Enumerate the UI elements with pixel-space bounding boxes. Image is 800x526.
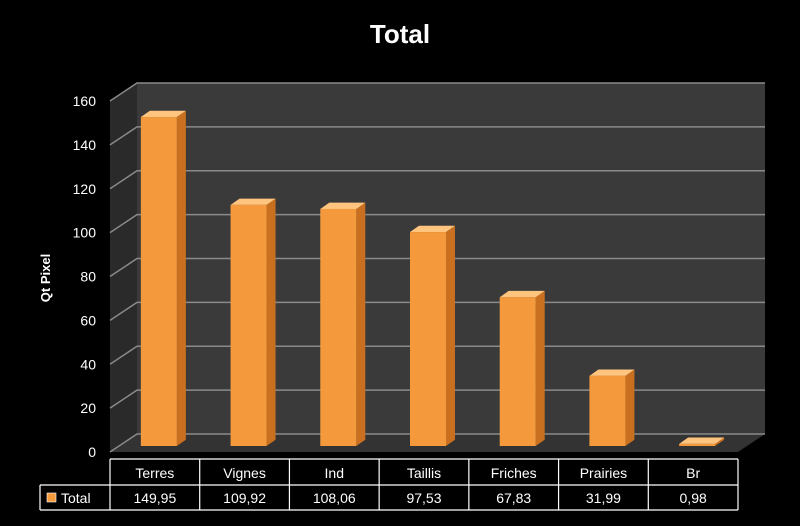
bar-front bbox=[410, 232, 446, 446]
data-label: 31,99 bbox=[586, 490, 621, 506]
bar-br bbox=[679, 437, 725, 446]
bar-vignes bbox=[230, 198, 276, 446]
category-label: Prairies bbox=[580, 465, 627, 481]
bar-top bbox=[410, 225, 455, 233]
data-table: Terres 149,95 Vignes 109,92 Ind 108,06 Taillis… bbox=[39, 458, 739, 511]
y-tick-label: 140 bbox=[73, 137, 97, 153]
series-name: Total bbox=[61, 490, 91, 506]
bar-top bbox=[320, 202, 366, 209]
y-axis-label: Qt Pixel bbox=[38, 254, 53, 302]
category-label: Terres bbox=[135, 465, 174, 481]
legend-key bbox=[46, 492, 57, 503]
bar-side bbox=[535, 290, 545, 446]
y-tick-label: 0 bbox=[88, 444, 96, 460]
y-axis-ticks: 0 20 40 60 80 100 120 140 160 bbox=[73, 93, 97, 460]
bar-front bbox=[140, 117, 177, 447]
gridline bbox=[109, 213, 765, 234]
bar-prairies bbox=[589, 369, 635, 446]
bar-side bbox=[625, 369, 635, 446]
bar-front bbox=[320, 208, 357, 446]
gridline bbox=[109, 345, 765, 365]
data-label: 67,83 bbox=[496, 490, 531, 506]
bar-side bbox=[266, 198, 276, 446]
y-tick-label: 120 bbox=[73, 181, 97, 197]
bar-side bbox=[176, 110, 186, 446]
y-tick-label: 100 bbox=[73, 225, 97, 241]
bar-front bbox=[679, 443, 716, 446]
gridline bbox=[109, 257, 765, 278]
y-tick-label: 60 bbox=[80, 312, 96, 328]
data-label: 109,92 bbox=[223, 490, 266, 506]
data-label: 149,95 bbox=[133, 490, 176, 506]
bar-ind bbox=[320, 202, 366, 446]
bar-front bbox=[499, 297, 536, 446]
bar-top bbox=[589, 369, 635, 376]
category-label: Friches bbox=[491, 465, 537, 481]
y-tick-label: 20 bbox=[80, 400, 96, 416]
chart-title: Total bbox=[370, 19, 430, 49]
bar-side bbox=[446, 225, 455, 446]
gridline bbox=[109, 433, 765, 453]
gridline bbox=[109, 126, 765, 146]
category-label: Br bbox=[686, 465, 700, 481]
gridline bbox=[109, 389, 765, 409]
gridline bbox=[109, 170, 765, 190]
gridline bbox=[109, 301, 765, 321]
bar-friches bbox=[499, 290, 545, 446]
y-tick-label: 40 bbox=[80, 356, 96, 372]
bar-top bbox=[140, 110, 186, 118]
bar-front bbox=[589, 375, 626, 446]
bar-front bbox=[230, 204, 267, 446]
data-label: 0,98 bbox=[680, 490, 707, 506]
bar-side bbox=[715, 437, 725, 446]
bars bbox=[140, 110, 725, 447]
bar-side bbox=[356, 202, 366, 446]
bar-terres bbox=[140, 110, 186, 447]
bar-top bbox=[499, 290, 545, 298]
gridline bbox=[109, 82, 765, 102]
y-tick-label: 80 bbox=[80, 269, 96, 285]
data-label: 108,06 bbox=[313, 490, 356, 506]
bar-top bbox=[679, 437, 725, 444]
category-label: Vignes bbox=[223, 465, 266, 481]
category-label: Ind bbox=[325, 465, 344, 481]
bar-taillis bbox=[410, 225, 455, 446]
data-label: 97,53 bbox=[406, 490, 441, 506]
bar-top bbox=[230, 198, 276, 205]
category-label: Taillis bbox=[407, 465, 441, 481]
y-tick-label: 160 bbox=[73, 93, 97, 109]
